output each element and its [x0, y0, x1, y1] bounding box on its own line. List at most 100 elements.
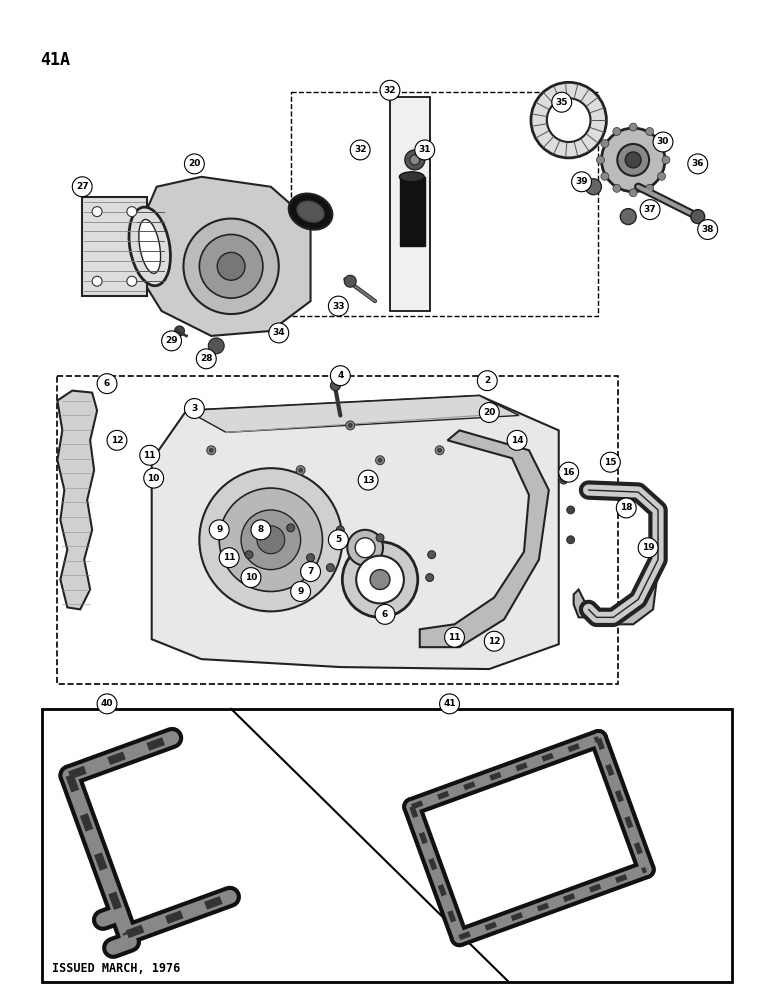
Circle shape	[350, 140, 370, 160]
Circle shape	[300, 562, 320, 582]
Circle shape	[291, 582, 310, 601]
Circle shape	[174, 326, 185, 336]
Circle shape	[438, 448, 442, 452]
Circle shape	[356, 556, 404, 603]
Circle shape	[662, 156, 670, 164]
Ellipse shape	[139, 219, 161, 273]
Polygon shape	[574, 485, 663, 624]
Circle shape	[207, 446, 215, 455]
Text: 34: 34	[273, 328, 285, 337]
Circle shape	[344, 275, 356, 287]
Circle shape	[140, 445, 160, 465]
Text: 32: 32	[384, 86, 396, 95]
Polygon shape	[420, 430, 549, 647]
Polygon shape	[137, 177, 310, 336]
Text: 12: 12	[488, 637, 500, 646]
Text: 37: 37	[644, 205, 656, 214]
Circle shape	[97, 694, 117, 714]
Text: 6: 6	[104, 379, 110, 388]
Circle shape	[241, 510, 300, 570]
Text: 38: 38	[702, 225, 714, 234]
Circle shape	[425, 574, 434, 582]
Circle shape	[376, 534, 384, 542]
Circle shape	[346, 421, 354, 430]
Circle shape	[613, 184, 621, 192]
Text: 11: 11	[144, 451, 156, 460]
Text: 20: 20	[483, 408, 496, 417]
Circle shape	[698, 220, 718, 239]
Polygon shape	[390, 97, 430, 311]
Circle shape	[215, 524, 223, 532]
Circle shape	[219, 488, 323, 591]
Circle shape	[559, 462, 578, 482]
Circle shape	[347, 530, 383, 566]
Text: 19: 19	[642, 543, 655, 552]
Circle shape	[629, 123, 637, 131]
Circle shape	[620, 209, 636, 225]
Circle shape	[348, 423, 352, 427]
Polygon shape	[400, 177, 425, 246]
Circle shape	[269, 323, 289, 343]
Circle shape	[209, 520, 229, 540]
Bar	[291, 92, 598, 316]
Circle shape	[342, 542, 418, 617]
Text: 14: 14	[511, 436, 523, 445]
Text: 33: 33	[332, 302, 344, 311]
Circle shape	[613, 128, 621, 135]
Circle shape	[658, 172, 665, 180]
Circle shape	[410, 155, 420, 165]
Text: 35: 35	[556, 98, 568, 107]
Circle shape	[645, 128, 654, 135]
Polygon shape	[187, 396, 519, 432]
Circle shape	[196, 349, 216, 369]
Circle shape	[560, 476, 567, 484]
Circle shape	[477, 371, 497, 391]
Circle shape	[601, 128, 665, 192]
Circle shape	[330, 366, 350, 386]
Circle shape	[251, 520, 271, 540]
Circle shape	[378, 458, 382, 462]
Circle shape	[601, 172, 609, 180]
Text: 20: 20	[188, 159, 201, 168]
Circle shape	[199, 234, 263, 298]
Circle shape	[97, 374, 117, 394]
Text: 32: 32	[354, 145, 367, 154]
Circle shape	[375, 456, 384, 465]
Circle shape	[328, 530, 348, 550]
Circle shape	[531, 82, 606, 158]
Circle shape	[616, 498, 636, 518]
Bar	[42, 709, 733, 982]
Text: 2: 2	[484, 376, 490, 385]
Text: 9: 9	[216, 525, 222, 534]
Circle shape	[217, 252, 245, 280]
Circle shape	[185, 154, 205, 174]
Circle shape	[552, 92, 571, 112]
Circle shape	[127, 207, 137, 217]
Circle shape	[144, 468, 164, 488]
Text: 18: 18	[620, 503, 632, 512]
Text: 5: 5	[335, 535, 341, 544]
Text: 8: 8	[258, 525, 264, 534]
Circle shape	[585, 179, 601, 195]
Polygon shape	[57, 391, 97, 609]
Text: 10: 10	[245, 573, 257, 582]
Circle shape	[640, 200, 660, 220]
Text: 9: 9	[297, 587, 304, 596]
Circle shape	[567, 536, 574, 544]
Circle shape	[107, 430, 127, 450]
Circle shape	[358, 470, 378, 490]
Text: 41A: 41A	[40, 51, 70, 69]
Circle shape	[161, 331, 181, 351]
Circle shape	[571, 172, 591, 192]
Circle shape	[638, 538, 658, 558]
Circle shape	[445, 627, 465, 647]
Circle shape	[257, 526, 285, 554]
Text: 41: 41	[443, 699, 455, 708]
Circle shape	[484, 631, 504, 651]
Circle shape	[327, 564, 334, 572]
Text: 6: 6	[382, 610, 388, 619]
Circle shape	[601, 140, 609, 147]
Circle shape	[597, 156, 604, 164]
Circle shape	[507, 430, 527, 450]
Circle shape	[73, 177, 92, 197]
